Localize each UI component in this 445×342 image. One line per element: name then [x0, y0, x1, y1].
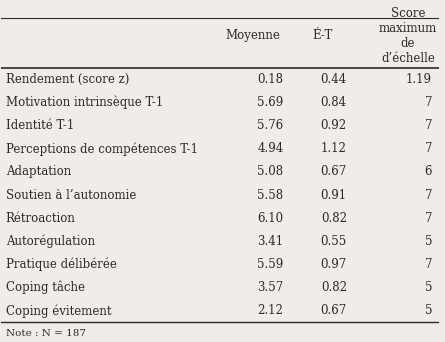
Text: 5: 5 — [425, 235, 432, 248]
Text: Pratique délibérée: Pratique délibérée — [6, 258, 117, 271]
Text: 0.92: 0.92 — [321, 119, 347, 132]
Text: Perceptions de compétences T-1: Perceptions de compétences T-1 — [6, 142, 198, 156]
Text: Rétroaction: Rétroaction — [6, 212, 76, 225]
Text: 1.19: 1.19 — [406, 73, 432, 86]
Text: 0.67: 0.67 — [320, 166, 347, 179]
Text: Note : N = 187: Note : N = 187 — [6, 329, 86, 338]
Text: 5.69: 5.69 — [257, 96, 283, 109]
Text: Moyenne: Moyenne — [225, 29, 280, 42]
Text: Identité T-1: Identité T-1 — [6, 119, 74, 132]
Text: 0.97: 0.97 — [320, 258, 347, 271]
Text: 3.57: 3.57 — [257, 281, 283, 294]
Text: 5: 5 — [425, 281, 432, 294]
Text: 5.59: 5.59 — [257, 258, 283, 271]
Text: 0.55: 0.55 — [320, 235, 347, 248]
Text: Motivation intrinsèque T-1: Motivation intrinsèque T-1 — [6, 96, 163, 109]
Text: 7: 7 — [425, 212, 432, 225]
Text: 7: 7 — [425, 258, 432, 271]
Text: 5.58: 5.58 — [257, 189, 283, 202]
Text: Soutien à l’autonomie: Soutien à l’autonomie — [6, 189, 136, 202]
Text: 1.12: 1.12 — [321, 142, 347, 155]
Text: 7: 7 — [425, 189, 432, 202]
Text: Coping tâche: Coping tâche — [6, 281, 85, 294]
Text: Adaptation: Adaptation — [6, 166, 71, 179]
Text: 7: 7 — [425, 119, 432, 132]
Text: 0.18: 0.18 — [257, 73, 283, 86]
Text: É-T: É-T — [312, 29, 333, 42]
Text: 5.76: 5.76 — [257, 119, 283, 132]
Text: 7: 7 — [425, 96, 432, 109]
Text: 3.41: 3.41 — [257, 235, 283, 248]
Text: Coping évitement: Coping évitement — [6, 304, 111, 318]
Text: Rendement (score z): Rendement (score z) — [6, 73, 129, 86]
Text: 2.12: 2.12 — [258, 304, 283, 317]
Text: 4.94: 4.94 — [257, 142, 283, 155]
Text: 5.08: 5.08 — [257, 166, 283, 179]
Text: 0.82: 0.82 — [321, 212, 347, 225]
Text: 7: 7 — [425, 142, 432, 155]
Text: 5: 5 — [425, 304, 432, 317]
Text: 6: 6 — [425, 166, 432, 179]
Text: Autorégulation: Autorégulation — [6, 235, 95, 248]
Text: 0.44: 0.44 — [320, 73, 347, 86]
Text: 0.67: 0.67 — [320, 304, 347, 317]
Text: 0.84: 0.84 — [321, 96, 347, 109]
Text: Score
maximum
de
d’échelle: Score maximum de d’échelle — [379, 6, 437, 65]
Text: 0.91: 0.91 — [321, 189, 347, 202]
Text: 0.82: 0.82 — [321, 281, 347, 294]
Text: 6.10: 6.10 — [257, 212, 283, 225]
